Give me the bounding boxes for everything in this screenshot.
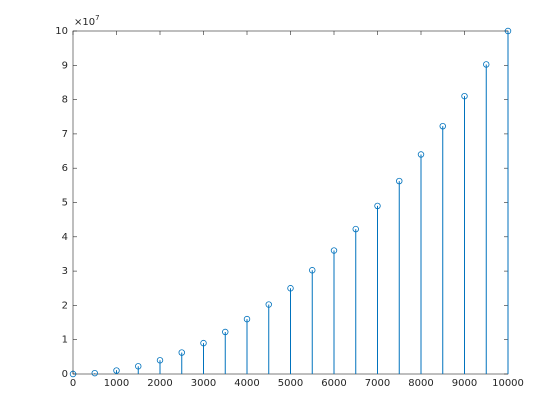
y-tick-label: 0 xyxy=(62,369,68,380)
y-tick-label: 1 xyxy=(62,335,68,346)
x-tick-label: 8000 xyxy=(408,378,433,389)
stem-marker xyxy=(243,315,251,323)
y-multiplier: ×107 xyxy=(74,14,100,28)
stem-marker xyxy=(504,27,512,35)
x-tick-label: 0 xyxy=(70,378,76,389)
stem-marker xyxy=(156,357,164,364)
y-tick-label: 2 xyxy=(62,300,68,311)
stem-marker xyxy=(374,202,381,210)
x-tick-label: 10000 xyxy=(492,378,524,389)
stem-marker xyxy=(287,285,294,292)
y-multiplier-exponent: 7 xyxy=(95,14,99,22)
y-tick-label: 3 xyxy=(62,266,68,277)
y-tick-label: 6 xyxy=(62,163,68,174)
stem-marker xyxy=(417,151,425,158)
y-tick-label: 5 xyxy=(62,198,68,209)
y-tick-label: 4 xyxy=(62,232,68,243)
stem-marker xyxy=(222,328,229,336)
stem-marker xyxy=(396,177,403,185)
y-tick-label: 7 xyxy=(62,129,68,140)
x-tick-label: 4000 xyxy=(234,378,259,389)
x-tick-label: 2000 xyxy=(147,378,172,389)
stem-marker xyxy=(69,370,77,378)
stem-marker xyxy=(461,92,468,100)
stem-marker xyxy=(483,61,490,68)
stem-marker xyxy=(91,369,98,377)
stem-marker xyxy=(265,301,272,308)
y-tick-label: 9 xyxy=(62,60,68,71)
x-tick-label: 5000 xyxy=(278,378,303,389)
y-tick-label: 10 xyxy=(55,26,68,37)
x-tick-label: 3000 xyxy=(191,378,216,389)
y-tick-label: 8 xyxy=(62,95,68,106)
stem-marker xyxy=(113,367,120,374)
x-tick-label: 9000 xyxy=(452,378,477,389)
stem-marker xyxy=(330,247,338,254)
stem-marker xyxy=(178,349,185,356)
stem-marker xyxy=(439,122,446,130)
x-tick-label: 7000 xyxy=(365,378,390,389)
y-multiplier-base: ×10 xyxy=(74,17,95,28)
stem-marker xyxy=(309,267,316,274)
stem-marker xyxy=(135,363,142,370)
x-tick-label: 1000 xyxy=(104,378,129,389)
stem-marker xyxy=(200,339,207,347)
stem-marker xyxy=(352,225,359,233)
x-tick-label: 6000 xyxy=(321,378,346,389)
